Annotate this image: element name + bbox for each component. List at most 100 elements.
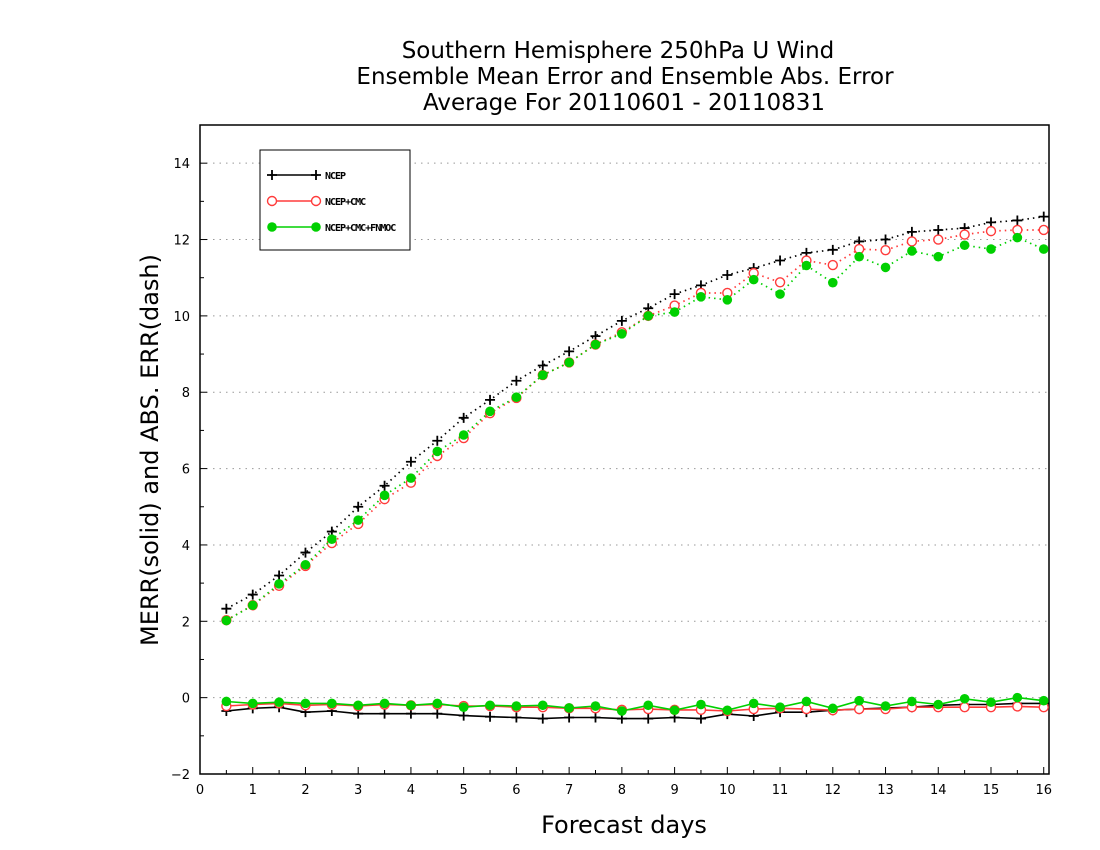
x-tick-label: 0 [196, 783, 204, 798]
ncep-cmc-fnmoc-mean-err-point [801, 696, 812, 707]
ncep-cmc-fnmoc-abs-err-point [907, 246, 917, 256]
ncep-cmc-fnmoc-mean-err-point [327, 698, 337, 709]
x-tick-label: 5 [460, 783, 468, 798]
ncep-cmc-fnmoc-mean-err-point [827, 703, 838, 714]
ncep-cmc-fnmoc-abs-err-point [590, 339, 601, 350]
ncep-cmc-fnmoc-mean-err-point [722, 705, 733, 716]
legend-marker [311, 222, 321, 232]
legend-entry-ncep: NCEP [267, 170, 347, 182]
legend-entry-ncep-cmc: NCEP+CMC [266, 195, 367, 208]
ncep-abs-err-point [458, 412, 469, 423]
y-tick-label: 4 [182, 539, 190, 554]
ncep-abs-err-point [933, 224, 944, 235]
x-tick-label: 13 [877, 783, 894, 798]
ncep-abs-err-point [722, 270, 733, 281]
ncep-mean-err-point [511, 712, 522, 723]
ncep-cmc-fnmoc-mean-err-point [907, 696, 917, 707]
ncep-cmc-fnmoc-abs-err-point [327, 534, 337, 545]
y-tick-label: 14 [173, 157, 190, 172]
ncep-cmc-abs-err-point [933, 234, 944, 245]
ncep-cmc-abs-err-point [959, 229, 970, 240]
ncep-abs-err-point [300, 547, 311, 558]
ncep-cmc-fnmoc-abs-err-point [458, 430, 469, 440]
ncep-abs-err-point [432, 435, 443, 446]
ncep-cmc-fnmoc-mean-err-point [1012, 692, 1023, 703]
x-tick-label: 1 [249, 783, 257, 798]
ncep-abs-err-point [564, 346, 575, 357]
ncep-abs-err-point [353, 501, 364, 512]
ncep-cmc-fnmoc-abs-err-point [1038, 244, 1049, 254]
plot-frame [199, 124, 1050, 775]
ncep-abs-err-point [906, 226, 917, 237]
ncep-cmc-fnmoc-mean-err-point [432, 698, 443, 709]
y-tick-label: 6 [182, 463, 190, 478]
ncep-cmc-fnmoc-abs-err-point [379, 490, 390, 501]
x-axis-label: Forecast days [541, 811, 707, 839]
ncep-cmc-abs-err-point [906, 236, 918, 247]
y-axis-label: MERR(solid) and ABS. ERR(dash) [136, 254, 164, 646]
ncep-abs-err-point [1012, 215, 1023, 226]
ncep-cmc-abs-err-point [1038, 224, 1049, 236]
ncep-cmc-fnmoc-mean-err-point [274, 697, 284, 708]
x-tick-label: 16 [1035, 783, 1052, 798]
ncep-abs-err-point [616, 315, 627, 326]
ncep-cmc-fnmoc-abs-err-point [775, 289, 785, 299]
ncep-cmc-fnmoc-abs-err-point [485, 406, 495, 417]
ncep-mean-err-point [695, 713, 706, 724]
ncep-abs-err-point [247, 589, 258, 600]
ncep-mean-err-point [379, 708, 390, 719]
ncep-abs-err-point [221, 603, 232, 614]
ncep-cmc-fnmoc-mean-err-point [775, 702, 785, 712]
ncep-cmc-fnmoc-abs-err-point [432, 446, 443, 457]
ncep-cmc-fnmoc-abs-err-point [537, 370, 548, 380]
series-group [221, 211, 1049, 724]
y-tick-label: 8 [182, 386, 190, 401]
legend-label: NCEP+CMC+FNMOC [325, 223, 396, 234]
ncep-mean-err-point [537, 713, 548, 724]
x-tick-label: 11 [772, 783, 789, 798]
ncep-cmc-abs-err-point [985, 225, 997, 237]
ncep-cmc-fnmoc-mean-err-point [511, 701, 522, 711]
ncep-abs-err-point [1038, 211, 1049, 222]
ncep-mean-err-point [485, 711, 496, 722]
y-tick-label: −2 [171, 768, 190, 783]
ncep-abs-err-point [485, 394, 496, 405]
ncep-cmc-fnmoc-abs-err-point [511, 392, 522, 402]
ncep-cmc-fnmoc-abs-err-point [643, 311, 654, 321]
ncep-cmc-fnmoc-abs-err-point [247, 600, 258, 611]
ncep-mean-err-point [590, 712, 601, 723]
x-tick-label: 10 [719, 783, 736, 798]
ncep-cmc-fnmoc-mean-err-point [986, 697, 996, 708]
ncep-abs-err-point [537, 360, 548, 371]
ncep-abs-err-point [511, 375, 522, 386]
ncep-cmc-fnmoc-abs-err-point [748, 274, 759, 285]
ncep-cmc-fnmoc-mean-err-point [564, 703, 574, 713]
ncep-cmc-mean-err-point [959, 701, 970, 713]
ncep-cmc-fnmoc-mean-err-point [617, 706, 627, 716]
x-axis: 0 1 2 3 4 5 6 7 8 9 10 11 12 13 14 15 16 [196, 767, 1052, 798]
ncep-cmc-fnmoc-mean-err-point [880, 701, 891, 711]
ncep-abs-err-point [405, 456, 416, 467]
chart-title-line-3: Average For 20110601 - 20110831 [423, 90, 825, 116]
ncep-abs-err-line [225, 215, 1044, 610]
ncep-cmc-fnmoc-mean-err-point [643, 700, 654, 711]
ncep-cmc-fnmoc-mean-err-point [379, 698, 390, 709]
ncep-cmc-fnmoc-mean-err-point [590, 701, 601, 711]
legend-marker [310, 195, 322, 207]
ncep-cmc-fnmoc-mean-err-point [221, 696, 232, 707]
ncep-cmc-fnmoc-abs-err-point [617, 329, 627, 339]
ncep-cmc-fnmoc-abs-err-point [353, 515, 363, 525]
chart-title-line-2: Ensemble Mean Error and Ensemble Abs. Er… [356, 64, 894, 90]
legend-box [259, 149, 411, 251]
chart-title-line-1: Southern Hemisphere 250hPa U Wind [402, 38, 835, 64]
ncep-mean-err-point [458, 710, 469, 721]
ncep-cmc-fnmoc-mean-err-point [353, 700, 363, 711]
y-tick-label: 0 [182, 692, 190, 707]
ncep-cmc-fnmoc-mean-err-point [959, 693, 970, 704]
ncep-cmc-fnmoc-abs-err-point [959, 240, 970, 251]
x-tick-label: 8 [618, 783, 626, 798]
ncep-cmc-fnmoc-abs-err-point [221, 615, 232, 626]
ncep-abs-err-point [669, 289, 680, 300]
legend: NCEP NCEP+CMC NCEP+CMC+FNMOC [259, 149, 411, 251]
